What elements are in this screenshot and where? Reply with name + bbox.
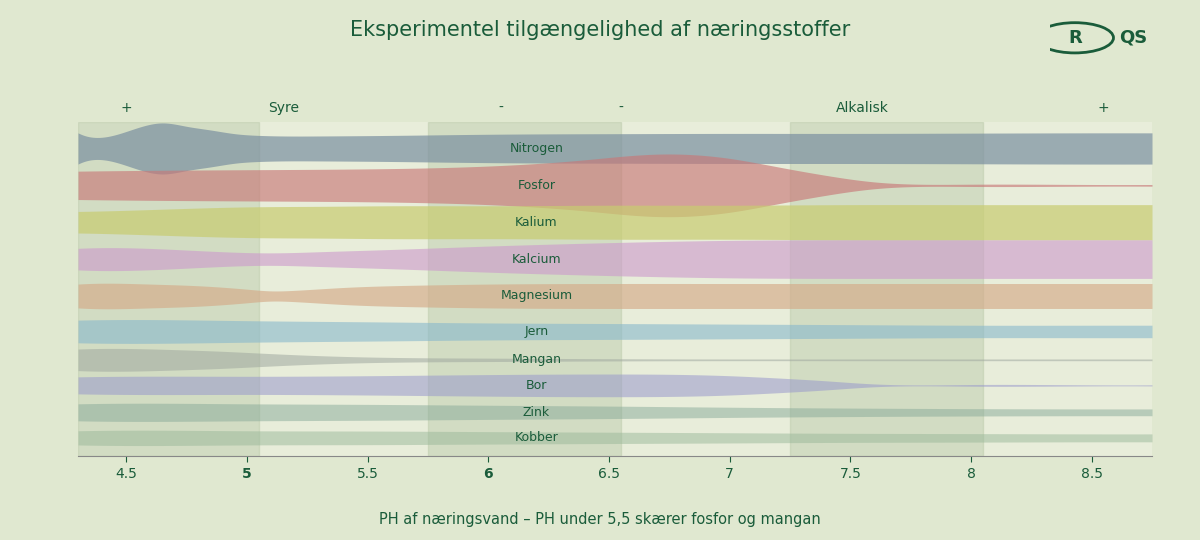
Text: Syre: Syre	[268, 101, 299, 115]
Text: Kalcium: Kalcium	[511, 253, 562, 266]
Text: Mangan: Mangan	[511, 353, 562, 366]
Text: Zink: Zink	[523, 406, 550, 419]
Bar	[78, 122, 259, 456]
Text: +: +	[1098, 101, 1110, 115]
Text: Bor: Bor	[526, 379, 547, 392]
Text: Eksperimentel tilgængelighed af næringsstoffer: Eksperimentel tilgængelighed af næringss…	[350, 19, 850, 40]
Text: +: +	[120, 101, 132, 115]
Text: R: R	[1068, 29, 1081, 47]
Text: Alkalisk: Alkalisk	[836, 101, 889, 115]
Text: PH af næringsvand – PH under 5,5 skærer fosfor og mangan: PH af næringsvand – PH under 5,5 skærer …	[379, 512, 821, 527]
Text: -: -	[618, 101, 624, 115]
Text: Magnesium: Magnesium	[500, 289, 572, 302]
Bar	[790, 122, 983, 456]
Text: QS: QS	[1118, 29, 1147, 47]
Text: Fosfor: Fosfor	[517, 179, 556, 192]
Text: -: -	[498, 101, 503, 115]
Text: Jern: Jern	[524, 325, 548, 338]
Text: Kalium: Kalium	[515, 215, 558, 229]
Text: Kobber: Kobber	[515, 431, 558, 444]
Bar	[428, 122, 622, 456]
Text: Nitrogen: Nitrogen	[510, 142, 564, 155]
